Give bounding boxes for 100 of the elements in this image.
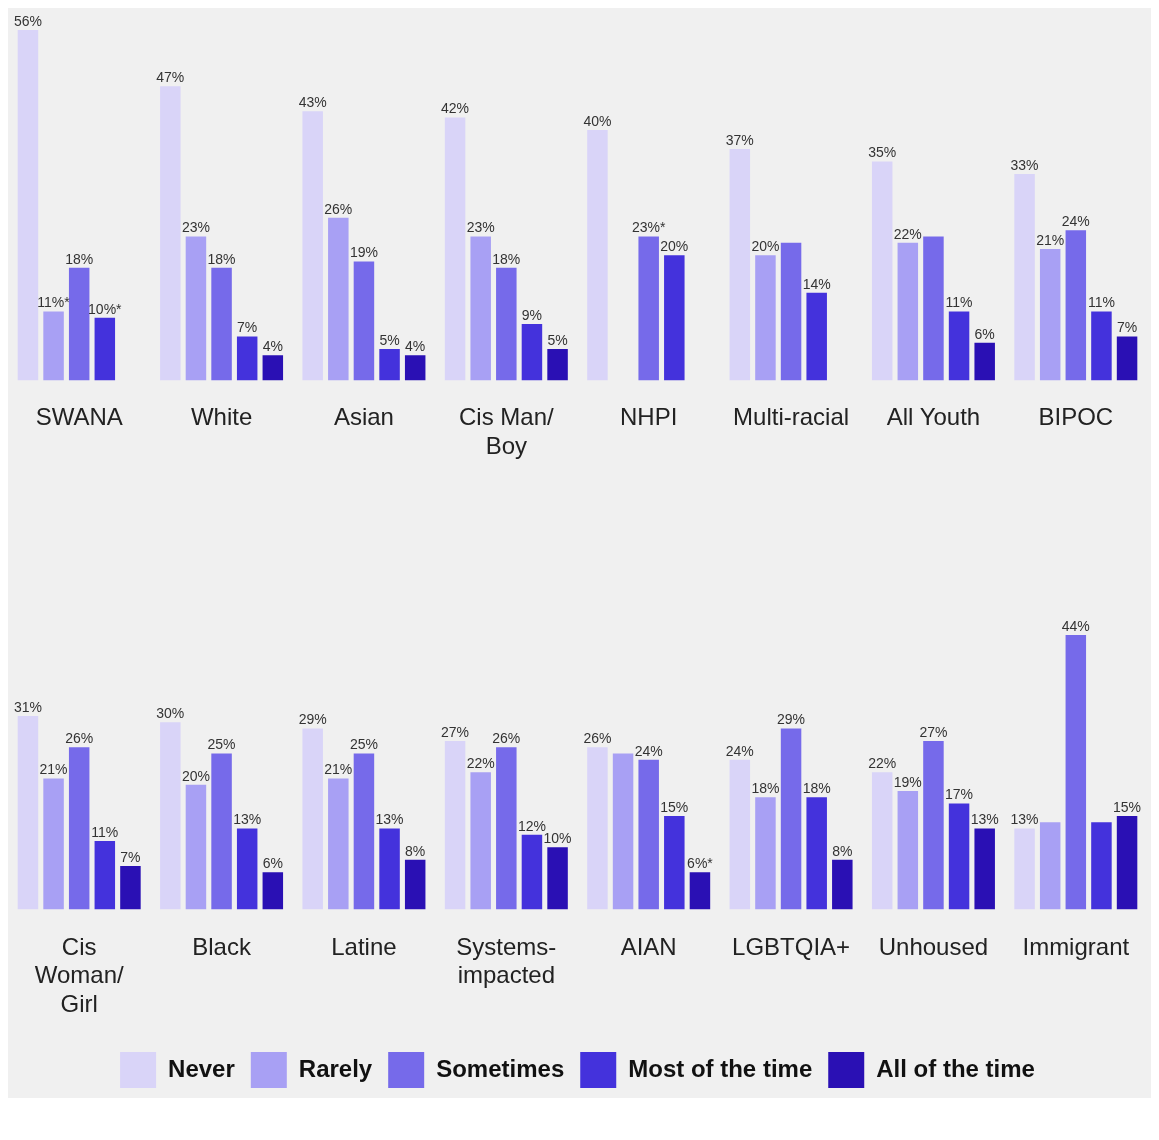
x-tick-label: LGBTQIA+ (732, 932, 851, 960)
bar (17, 716, 39, 910)
bar (236, 336, 258, 381)
x-tick-label: Systems-impacted (456, 932, 557, 989)
data-label: 22% (466, 755, 495, 772)
bar (1014, 828, 1035, 910)
bar (211, 753, 232, 910)
bar (68, 267, 90, 381)
bar (871, 772, 893, 910)
data-label: 13% (233, 811, 262, 828)
data-label: 42% (441, 100, 470, 117)
data-label: 56% (13, 12, 42, 29)
legend-label: All of the time (876, 1054, 1035, 1082)
data-label: 31% (13, 698, 42, 715)
data-label: 7% (237, 319, 258, 336)
data-label: 5% (379, 331, 400, 348)
bar (923, 741, 944, 910)
data-label: 23% (466, 219, 495, 236)
bar (444, 741, 466, 910)
bar (496, 267, 517, 381)
bar (871, 161, 893, 381)
x-tick-label: BIPOC (1038, 403, 1114, 431)
data-label: 5% (547, 331, 568, 348)
data-label: 24% (1061, 213, 1090, 230)
bar (729, 148, 751, 381)
bar (68, 747, 90, 910)
data-label: 25% (349, 736, 378, 753)
data-label: 18% (751, 780, 780, 797)
data-label: 13% (970, 811, 999, 828)
bar (521, 324, 543, 381)
data-label: 30% (156, 705, 185, 722)
bar (496, 747, 517, 910)
x-tick-label: Unhoused (878, 932, 989, 960)
data-label: 11% (1087, 294, 1115, 311)
bar (587, 747, 608, 910)
data-label: 7% (120, 848, 141, 865)
bar (1091, 822, 1112, 910)
bar (379, 828, 400, 910)
data-label: 15% (1113, 798, 1142, 815)
x-tick-label: NHPI (620, 403, 678, 431)
data-label: 24% (725, 742, 754, 759)
bar (328, 778, 349, 910)
data-label: 8% (405, 842, 426, 859)
bar (664, 815, 685, 910)
x-tick-label: Cis Woman/Girl (34, 932, 124, 1018)
data-label: 10% (543, 830, 572, 847)
data-label: 18% (492, 250, 521, 267)
bar (160, 722, 181, 910)
bar (1039, 822, 1061, 910)
x-tick-label: Latine (331, 932, 397, 960)
data-label: 17% (945, 786, 974, 803)
bar (755, 255, 776, 381)
x-tick-label: Cis Man/Boy (458, 403, 554, 460)
bar (1091, 311, 1112, 381)
bar (302, 111, 323, 381)
data-label: 18% (802, 780, 831, 797)
data-label: 20% (751, 238, 780, 255)
data-label: 40% (583, 112, 612, 129)
bar (236, 828, 258, 910)
data-label: 27% (441, 723, 470, 740)
data-label: 4% (262, 338, 283, 355)
bar (923, 236, 944, 381)
data-label: 20% (181, 767, 210, 784)
bar (1065, 634, 1087, 910)
bar (638, 236, 659, 381)
bar (94, 840, 116, 910)
bar (806, 292, 827, 381)
data-label: 6% (974, 325, 995, 342)
data-label: 29% (777, 711, 806, 728)
bar (353, 753, 375, 910)
data-label: 18% (65, 250, 94, 267)
bar (185, 784, 207, 910)
bar (897, 242, 919, 381)
data-label: 26% (65, 730, 94, 747)
bar (974, 342, 995, 381)
data-label: 21% (324, 761, 353, 778)
bar (1039, 249, 1061, 381)
legend-label: Never (168, 1054, 235, 1082)
data-label: 19% (349, 244, 378, 261)
data-label: 24% (634, 742, 663, 759)
bar (262, 355, 284, 381)
bar (806, 797, 827, 910)
bar (1116, 815, 1138, 910)
data-label: 11% (91, 823, 119, 840)
bar (948, 803, 970, 910)
bar (353, 261, 375, 381)
data-label: 14% (802, 275, 831, 292)
bar (948, 311, 970, 381)
bar (94, 317, 116, 381)
x-tick-label: Multi-racial (733, 403, 850, 431)
bar (379, 349, 400, 381)
data-label: 18% (207, 250, 236, 267)
data-label: 4% (405, 338, 426, 355)
x-tick-label: All Youth (886, 403, 981, 431)
data-label: 26% (324, 200, 353, 217)
bar (521, 834, 543, 910)
bar (262, 872, 284, 910)
bar (587, 130, 608, 381)
bar (755, 797, 776, 910)
data-label: 20% (660, 238, 689, 255)
